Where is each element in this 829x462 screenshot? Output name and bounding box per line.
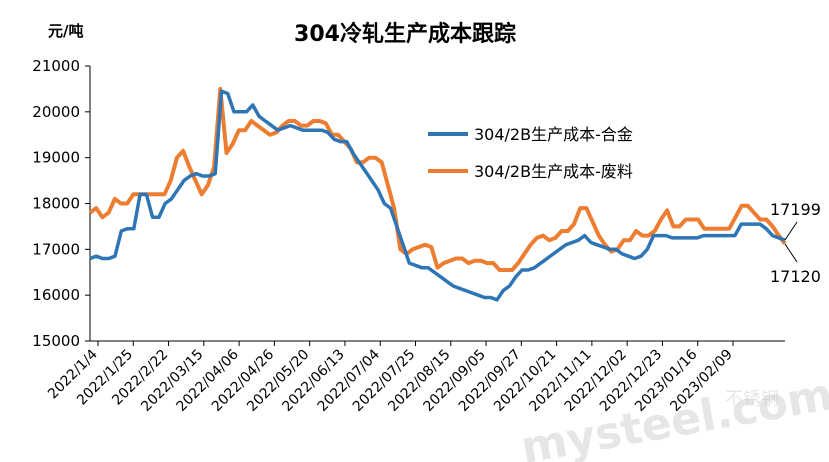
end-label-upper: 17199 <box>770 200 821 219</box>
series-line-alloy <box>89 89 786 302</box>
y-tick-label: 17000 <box>32 240 80 258</box>
series-line-scrap <box>88 86 787 272</box>
y-tick-label: 18000 <box>32 195 80 213</box>
y-tick-label: 19000 <box>32 149 80 167</box>
y-tick-label: 20000 <box>32 103 80 121</box>
leader-line-lower <box>784 243 798 263</box>
x-axis: 2022/1/42022/1/252022/2/222022/03/152022… <box>45 340 785 415</box>
end-label-lower: 17120 <box>770 267 821 286</box>
legend-label-alloy: 304/2B生产成本-合金 <box>474 125 633 144</box>
y-tick-label: 16000 <box>32 286 80 304</box>
y-tick-label: 15000 <box>32 332 80 350</box>
plot-area <box>88 86 787 302</box>
y-tick-label: 21000 <box>32 57 80 75</box>
legend: 304/2B生产成本-合金 304/2B生产成本-废料 <box>428 125 633 181</box>
chart-title: 304冷轧生产成本跟踪 <box>294 21 516 47</box>
leader-line-upper <box>784 221 798 241</box>
legend-label-scrap: 304/2B生产成本-废料 <box>474 162 633 181</box>
end-annotations: 17199 17120 <box>770 200 821 286</box>
y-unit-label: 元/吨 <box>48 22 83 40</box>
y-axis: 15000 16000 17000 18000 19000 20000 21000 <box>32 57 91 350</box>
watermark-subtext: 不锈钢 <box>725 389 779 410</box>
